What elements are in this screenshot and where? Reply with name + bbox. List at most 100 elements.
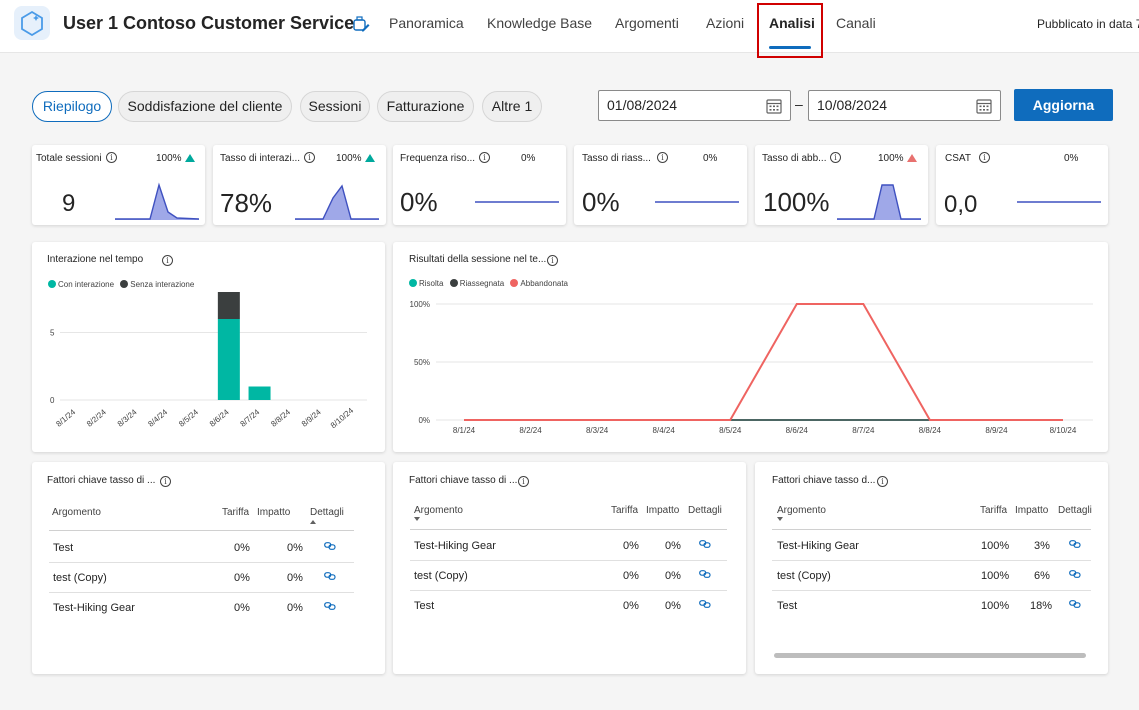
- tab-argomenti[interactable]: Argomenti: [615, 15, 679, 31]
- x-tick-label: 8/4/24: [653, 426, 676, 435]
- calendar-icon[interactable]: [976, 98, 992, 114]
- table-divider: [772, 529, 1091, 530]
- legend-item[interactable]: Senza interazione: [120, 280, 194, 289]
- column-header-impact[interactable]: Impatto: [257, 507, 291, 518]
- table-cell-rate: 0%: [623, 570, 639, 582]
- sparkline-chart: [1017, 201, 1101, 203]
- column-header-rate[interactable]: Tariffa: [611, 505, 639, 516]
- column-header-rate[interactable]: Tariffa: [222, 507, 250, 518]
- x-tick-label: 8/3/24: [586, 426, 609, 435]
- column-header-details[interactable]: Dettagli: [310, 507, 344, 518]
- link-icon[interactable]: [324, 542, 336, 550]
- line-series-abandoned[interactable]: [464, 303, 1063, 421]
- refresh-button[interactable]: Aggiorna: [1014, 89, 1113, 121]
- x-tick-label: 8/2/24: [519, 426, 542, 435]
- horizontal-scrollbar[interactable]: [774, 653, 1086, 658]
- column-header-details[interactable]: Dettagli: [1058, 505, 1092, 516]
- kpi-change: 0%: [521, 153, 536, 164]
- kpi-change: 0%: [1064, 153, 1079, 164]
- legend-item[interactable]: Con interazione: [48, 280, 114, 289]
- info-icon[interactable]: i: [160, 476, 171, 487]
- info-icon[interactable]: i: [657, 152, 668, 163]
- y-tick-label: 0%: [418, 416, 430, 425]
- info-icon[interactable]: i: [106, 152, 117, 163]
- edit-agent-icon[interactable]: [352, 15, 370, 38]
- kpi-change: 100%: [878, 153, 917, 164]
- table-cell-rate: 0%: [234, 572, 250, 584]
- table-title: Fattori chiave tasso d...: [772, 475, 876, 486]
- column-header-impact[interactable]: Impatto: [646, 505, 680, 516]
- link-icon[interactable]: [699, 600, 711, 608]
- app-title: User 1 Contoso Customer Service: [63, 13, 355, 33]
- sparkline-chart: [475, 201, 559, 203]
- calendar-icon[interactable]: [766, 98, 782, 114]
- y-tick-label: 5: [50, 329, 55, 338]
- table-cell-topic: Test-Hiking Gear: [777, 540, 859, 552]
- bar-engaged[interactable]: [248, 386, 271, 401]
- column-header-topic[interactable]: Argomento: [52, 507, 101, 518]
- table-title: Fattori chiave tasso di ...: [409, 475, 518, 486]
- pill-sessioni[interactable]: Sessioni: [300, 91, 370, 122]
- tab-canali[interactable]: Canali: [836, 15, 876, 31]
- published-date: Pubblicato in data 7: [1037, 17, 1139, 31]
- info-icon[interactable]: i: [479, 152, 490, 163]
- info-icon[interactable]: i: [877, 476, 888, 487]
- pill-riepilogo[interactable]: Riepilogo: [32, 91, 112, 122]
- sort-arrow-icon[interactable]: [310, 520, 316, 524]
- table-cell-impact: 6%: [1034, 570, 1050, 582]
- legend-dot-icon: [409, 279, 417, 287]
- link-icon[interactable]: [1069, 540, 1081, 548]
- x-tick-label: 8/5/24: [719, 426, 742, 435]
- end-date-input[interactable]: 10/08/2024: [808, 90, 1001, 121]
- column-header-rate[interactable]: Tariffa: [980, 505, 1008, 516]
- link-icon[interactable]: [324, 572, 336, 580]
- info-icon[interactable]: i: [979, 152, 990, 163]
- kpi-value: 78%: [220, 188, 273, 218]
- link-icon[interactable]: [1069, 600, 1081, 608]
- table-cell-topic: Test: [777, 600, 798, 612]
- column-header-topic[interactable]: Argomento: [777, 505, 826, 516]
- tab-azioni[interactable]: Azioni: [706, 15, 745, 31]
- info-icon[interactable]: i: [162, 255, 173, 266]
- tab-panoramica[interactable]: Panoramica: [389, 15, 464, 31]
- column-header-impact[interactable]: Impatto: [1015, 505, 1049, 516]
- copilot-logo-icon[interactable]: [14, 6, 50, 40]
- legend-item[interactable]: Risolta: [409, 279, 443, 288]
- kpi-card-resolution: Frequenza riso... i 0% 0%: [393, 145, 566, 225]
- column-header-topic[interactable]: Argomento: [414, 505, 463, 516]
- info-icon[interactable]: i: [304, 152, 315, 163]
- link-icon[interactable]: [699, 570, 711, 578]
- column-header-details[interactable]: Dettagli: [688, 505, 722, 516]
- table-cell-impact: 0%: [287, 572, 303, 584]
- pill-fatturazione[interactable]: Fatturazione: [377, 91, 474, 122]
- legend-item[interactable]: Abbandonata: [510, 279, 568, 288]
- table-title: Fattori chiave tasso di ...: [47, 475, 156, 486]
- start-date-value: 01/08/2024: [607, 97, 678, 113]
- legend-dot-icon: [120, 280, 129, 288]
- tab-knowledge-base[interactable]: Knowledge Base: [487, 15, 593, 31]
- info-icon[interactable]: i: [547, 255, 558, 266]
- legend-item[interactable]: Riassegnata: [449, 279, 504, 288]
- bar-engaged[interactable]: [217, 319, 240, 400]
- bar-unengaged[interactable]: [217, 292, 240, 319]
- link-icon[interactable]: [324, 602, 336, 610]
- active-tab-indicator: [769, 46, 811, 49]
- link-icon[interactable]: [699, 540, 711, 548]
- table-cell-impact: 0%: [287, 542, 303, 554]
- link-icon[interactable]: [1069, 570, 1081, 578]
- x-tick-label: 8/7/24: [852, 426, 875, 435]
- chart-legend: Risolta Riassegnata Abbandonata: [409, 279, 572, 288]
- kpi-value: 9: [62, 190, 76, 217]
- start-date-input[interactable]: 01/08/2024: [598, 90, 791, 121]
- highlight-box: [757, 3, 823, 58]
- x-tick-label: 8/10/24: [1050, 426, 1077, 435]
- pill-altre[interactable]: Altre 1: [482, 91, 542, 122]
- pill-soddisfazione[interactable]: Soddisfazione del cliente: [118, 91, 292, 122]
- tab-analisi[interactable]: Analisi: [769, 15, 815, 31]
- sort-arrow-icon[interactable]: [414, 517, 420, 521]
- info-icon[interactable]: i: [830, 152, 841, 163]
- sort-arrow-icon[interactable]: [777, 517, 783, 521]
- x-tick-label: 8/3/24: [116, 407, 139, 429]
- table-cell-topic: test (Copy): [53, 572, 107, 584]
- info-icon[interactable]: i: [518, 476, 529, 487]
